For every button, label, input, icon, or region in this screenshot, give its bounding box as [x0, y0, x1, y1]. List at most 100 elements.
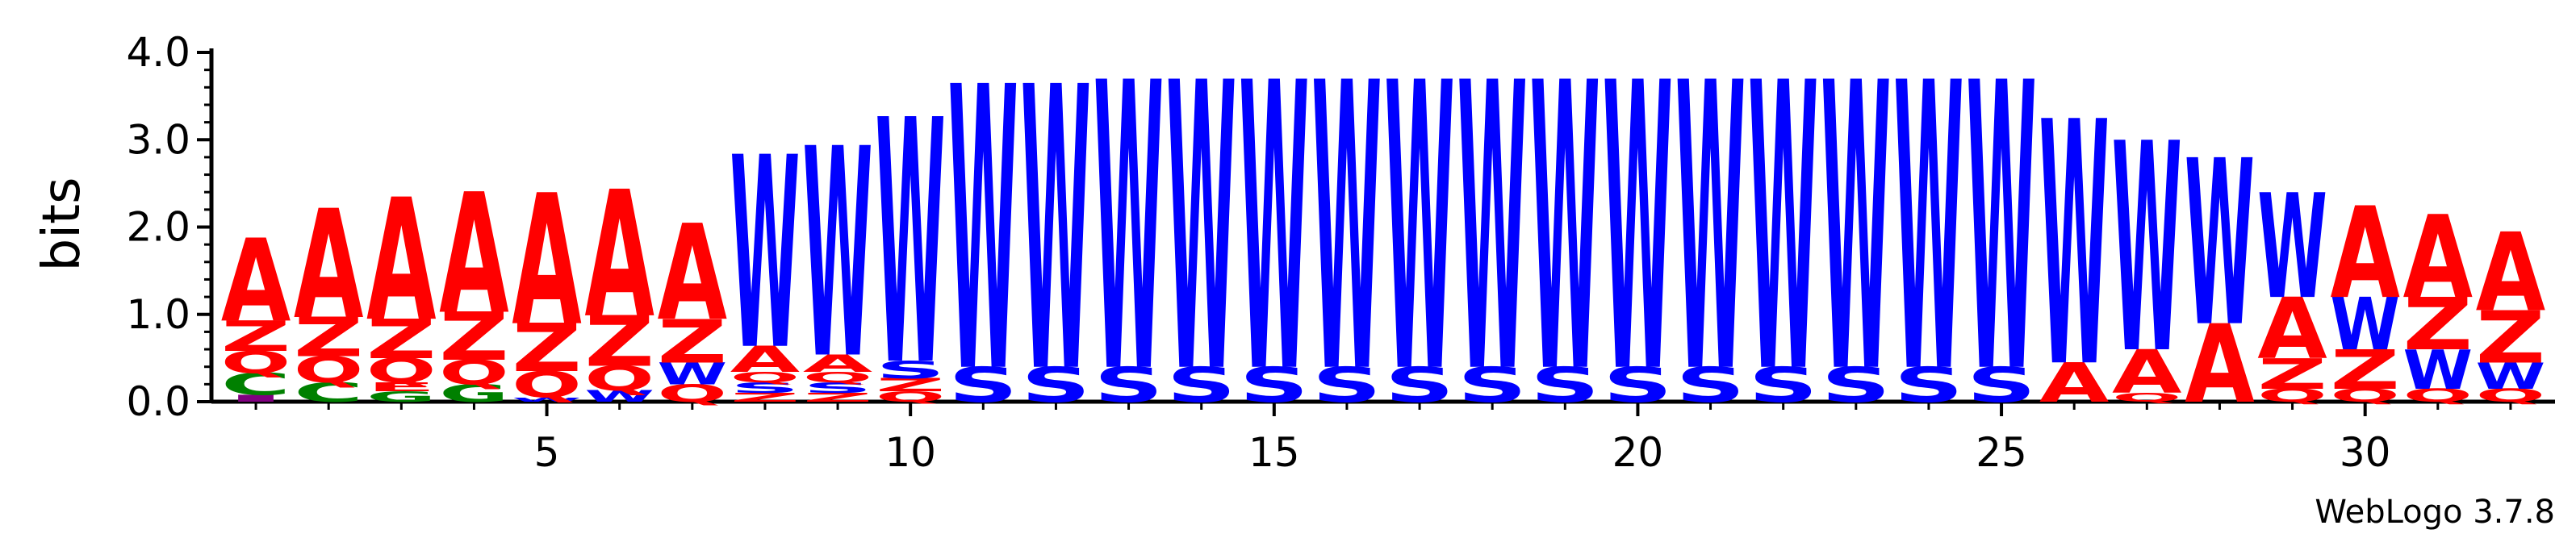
- y-tick-label: 1.0: [126, 291, 190, 338]
- logo-letter-W: W: [2330, 282, 2400, 366]
- logo-letter-W: W: [512, 396, 582, 403]
- axes: [209, 48, 2555, 404]
- logo-letter-Q: Q: [803, 369, 873, 386]
- logo-letter-W: W: [584, 387, 654, 405]
- logo-letter-Z: Z: [2476, 295, 2546, 379]
- logo-letter-A: A: [584, 156, 654, 357]
- logo-letter-Q: Q: [221, 345, 291, 380]
- logo-letter-Z: Z: [221, 312, 291, 361]
- logo-letter-W: W: [2403, 339, 2474, 402]
- logo-letter-S: S: [948, 357, 1018, 413]
- logo-letter-W: W: [1094, 0, 1164, 461]
- x-tick-label: 15: [1248, 429, 1300, 476]
- logo-letter-W: W: [1021, 6, 1091, 460]
- logo-letter-W: W: [1967, 0, 2037, 461]
- y-tick-label: 2.0: [126, 204, 190, 251]
- logo-letter-W: W: [730, 102, 801, 409]
- logo-letter-S: S: [1530, 357, 1600, 413]
- logo-letter-Z: Z: [584, 301, 654, 382]
- logo-letter-A: A: [294, 179, 364, 353]
- logo-letter-W: W: [658, 357, 728, 391]
- logo-letter-G: G: [439, 380, 508, 408]
- logo-letter-Z: Z: [294, 307, 364, 369]
- logo-letter-S: S: [1603, 357, 1673, 413]
- logo-letter-W: W: [1894, 0, 1964, 461]
- x-tick-label: 10: [884, 429, 936, 476]
- logo-letter-W: W: [2257, 165, 2327, 332]
- logo-letter-S: S: [1385, 357, 1455, 413]
- logo-letter-Q: Q: [2403, 386, 2474, 407]
- logo-letter-E: E: [366, 380, 437, 394]
- logo-letter-C: C: [221, 367, 291, 402]
- logo-letter-Z: Z: [2330, 339, 2400, 402]
- logo-letter-W: W: [1457, 0, 1528, 461]
- x-ticks: 5 10 15 20 25 30: [254, 402, 2512, 476]
- logo-letter-A: A: [2476, 211, 2546, 336]
- logo-letter-S: S: [1457, 357, 1528, 413]
- logo-letter-W: W: [2039, 51, 2110, 442]
- logo-letter-W: W: [1675, 0, 1746, 461]
- logo-letter-S: S: [730, 380, 801, 397]
- logo-letter-Z: Z: [658, 307, 728, 377]
- logo-letter-S: S: [1312, 357, 1382, 413]
- y-tick-label: 3.0: [126, 116, 190, 163]
- logo-letter-A: A: [803, 350, 872, 377]
- logo-letter-S: S: [1675, 357, 1746, 413]
- logo-letter-A: A: [366, 164, 437, 359]
- logo-letter-S: S: [1166, 357, 1236, 413]
- logo-letter-Z: Z: [2403, 282, 2474, 366]
- logo-letter-W: W: [1748, 0, 1818, 461]
- logo-letter-Q: Q: [366, 352, 437, 390]
- logo-letter-Q: Q: [2112, 390, 2182, 404]
- logo-letter-W: W: [1385, 0, 1455, 461]
- logo-letter-Q: Q: [2476, 386, 2546, 407]
- footer-credit: WebLogo 3.7.8: [2315, 494, 2555, 531]
- logo-letter-S: S: [803, 380, 873, 397]
- logo-letter-Q: Q: [294, 349, 364, 391]
- logo-letter-Z: Z: [730, 390, 801, 404]
- logo-letter-Q: Q: [439, 353, 509, 392]
- logo-letter-S: S: [1894, 357, 1964, 413]
- y-ticks: 0.0 1.0 2.0 3.0 4.0: [126, 29, 211, 425]
- logo-letter-W: W: [876, 49, 946, 440]
- logo-letter-S: S: [1021, 357, 1091, 413]
- logo-letter-I: I: [221, 393, 291, 404]
- logo-letter-Z: Z: [2257, 350, 2327, 398]
- logo-letter-A: A: [2330, 180, 2400, 327]
- logo-letter-W: W: [1312, 0, 1382, 461]
- logo-letter-Q: Q: [512, 364, 582, 406]
- logo-letter-W: W: [1166, 0, 1236, 461]
- logo-letter-W: W: [803, 87, 873, 423]
- logo-letter-Q: Q: [658, 379, 728, 407]
- logo-letter-Q: Q: [2330, 386, 2400, 407]
- logo-letter-W: W: [1530, 0, 1600, 461]
- logo-letter-A: A: [2112, 338, 2182, 407]
- y-axis-title: bits: [32, 177, 92, 272]
- logo-letter-S: S: [876, 356, 946, 384]
- logo-letter-Q: Q: [730, 369, 801, 386]
- logo-letter-Q: Q: [2257, 386, 2327, 407]
- logo-letter-S: S: [1821, 357, 1892, 413]
- logo-letter-W: W: [1240, 0, 1310, 461]
- logo-letter-A: A: [658, 198, 728, 351]
- logo-letter-W: W: [1603, 0, 1673, 461]
- y-tick-label: 0.0: [126, 378, 190, 425]
- logo-letter-W: W: [948, 6, 1018, 460]
- logo-letter-C: C: [294, 377, 364, 408]
- logo-letter-W: W: [1821, 0, 1892, 461]
- logo-letter-A: A: [221, 216, 291, 348]
- x-tick-label: 20: [1612, 429, 1664, 476]
- logo-letter-Z: Z: [366, 308, 437, 371]
- logo-letter-Z: Z: [439, 299, 509, 376]
- logo-letter-Z: Z: [803, 390, 873, 404]
- logo-letter-W: W: [2476, 356, 2546, 398]
- x-tick-label: 30: [2340, 429, 2391, 476]
- logo-letter-S: S: [1240, 357, 1310, 413]
- logo-letter-W: W: [2112, 82, 2182, 418]
- logo-letter-Z: Z: [876, 375, 946, 396]
- logo-letter-A: A: [439, 159, 509, 351]
- y-tick-label: 4.0: [126, 29, 190, 76]
- logo-letter-A: A: [512, 156, 582, 365]
- logo-letter-A: A: [2257, 282, 2327, 378]
